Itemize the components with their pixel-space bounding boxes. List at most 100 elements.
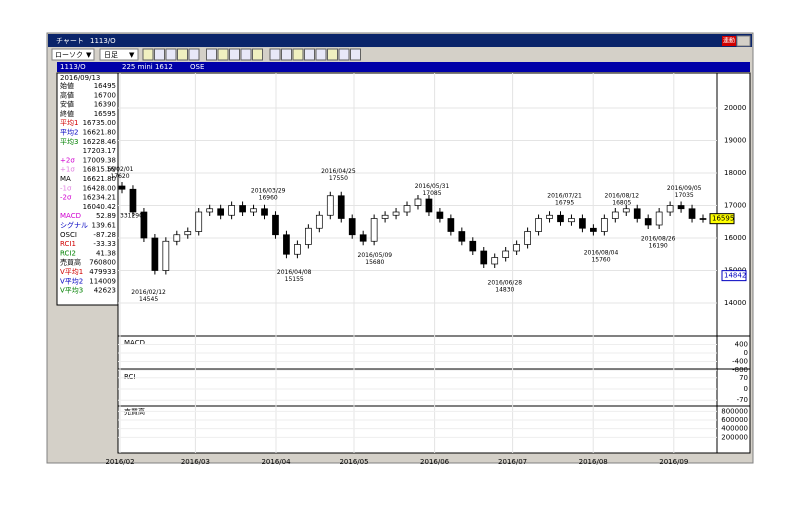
tool-button[interactable] bbox=[154, 48, 165, 61]
close-button[interactable] bbox=[736, 35, 751, 47]
info-label: V平均2 bbox=[60, 276, 83, 285]
title-bar bbox=[48, 34, 752, 47]
info-label: 終値 bbox=[60, 109, 74, 118]
info-label: -1σ bbox=[60, 184, 72, 192]
y-tick-label: -400 bbox=[732, 358, 748, 366]
tool-button[interactable] bbox=[229, 48, 240, 61]
header-code: 1113/O bbox=[60, 63, 86, 71]
y-tick-label: 19000 bbox=[724, 137, 746, 145]
tool-button[interactable] bbox=[281, 48, 292, 61]
candle bbox=[326, 195, 334, 216]
candle bbox=[513, 244, 520, 252]
tool-button[interactable] bbox=[315, 48, 327, 61]
info-value: 41.38 bbox=[96, 249, 116, 257]
candle bbox=[535, 218, 542, 232]
x-tick-label: 2016/05 bbox=[339, 458, 368, 466]
candle bbox=[228, 205, 235, 216]
candle bbox=[458, 231, 466, 242]
candle bbox=[261, 208, 268, 216]
info-label: 安値 bbox=[60, 100, 74, 109]
annotation-date: 2016/05/31 bbox=[415, 183, 450, 190]
chart-type-select[interactable] bbox=[51, 48, 95, 61]
tool-button[interactable] bbox=[177, 48, 188, 61]
candle bbox=[337, 195, 345, 219]
y-tick-label: 200000 bbox=[721, 433, 748, 441]
annotation-date: 2016/08/04 bbox=[584, 249, 619, 256]
candle bbox=[622, 208, 630, 213]
candle bbox=[568, 218, 575, 223]
dropdown-arrow: ▼ bbox=[86, 51, 92, 59]
tool-button[interactable] bbox=[206, 48, 217, 61]
link-label: 連動 bbox=[723, 37, 735, 45]
annotation-date: 16/02/01 bbox=[107, 166, 134, 173]
toolbar-icons bbox=[142, 48, 361, 61]
y-tick-label: 400 bbox=[735, 340, 748, 348]
annotation-date: 2016/08/26 bbox=[641, 235, 676, 242]
y-tick-label: 18000 bbox=[724, 169, 746, 177]
info-label: -2σ bbox=[60, 194, 72, 202]
x-tick-label: 2016/02 bbox=[105, 458, 134, 466]
annotation-date: 2016/05/09 bbox=[358, 252, 393, 259]
candle bbox=[173, 234, 181, 242]
candle bbox=[195, 211, 203, 232]
annotation-value: 16795 bbox=[555, 200, 574, 207]
info-label: MACD bbox=[60, 212, 81, 220]
tool-button[interactable] bbox=[350, 48, 361, 61]
info-value: -87.28 bbox=[93, 231, 116, 239]
annotation-value: 16960 bbox=[259, 194, 278, 201]
period: 日足 bbox=[104, 51, 118, 59]
candle bbox=[184, 231, 192, 236]
candle bbox=[579, 218, 586, 229]
info-value: -33.33 bbox=[93, 240, 116, 248]
tool-button[interactable] bbox=[304, 48, 315, 61]
tool-button[interactable] bbox=[142, 48, 154, 61]
candle bbox=[436, 211, 444, 219]
info-label: OSCI bbox=[60, 231, 77, 239]
info-value: 16390 bbox=[94, 101, 116, 109]
tool-button[interactable] bbox=[240, 48, 252, 61]
candle bbox=[557, 214, 564, 223]
info-value: 16234.21 bbox=[83, 194, 116, 202]
candle bbox=[414, 198, 422, 206]
period-select[interactable] bbox=[99, 48, 139, 61]
tool-button[interactable] bbox=[188, 48, 200, 61]
info-value: 479933 bbox=[89, 268, 116, 276]
candle bbox=[644, 218, 652, 226]
annotation-date: 2016/04/25 bbox=[321, 168, 356, 175]
candle bbox=[677, 205, 685, 210]
info-label: 始値 bbox=[60, 81, 74, 90]
candle bbox=[546, 214, 553, 219]
tool-button[interactable] bbox=[165, 48, 177, 61]
candle bbox=[381, 214, 389, 219]
tool-button[interactable] bbox=[252, 48, 263, 61]
info-value: 16700 bbox=[94, 91, 116, 99]
y-tick-label: 17000 bbox=[724, 202, 746, 210]
annotation-value: 14830 bbox=[495, 287, 514, 294]
link-button[interactable] bbox=[722, 36, 736, 46]
candle bbox=[633, 208, 641, 219]
info-label: MA bbox=[60, 175, 71, 183]
candle bbox=[524, 231, 531, 245]
info-value: 16621.80 bbox=[83, 129, 116, 137]
annotation-date: 2016/02/12 bbox=[131, 289, 166, 296]
tool-button[interactable] bbox=[327, 48, 338, 61]
tool-button[interactable] bbox=[338, 48, 350, 61]
info-label: +2σ bbox=[60, 156, 75, 164]
info-value: 16735.00 bbox=[83, 119, 116, 127]
tool-button[interactable] bbox=[269, 48, 281, 61]
window-title: チャート bbox=[56, 37, 84, 45]
candle bbox=[469, 240, 477, 252]
annotation-value: 15680 bbox=[365, 259, 384, 266]
tool-button[interactable] bbox=[292, 48, 304, 61]
tool-button[interactable] bbox=[217, 48, 229, 61]
candle bbox=[590, 227, 597, 232]
marker-price-tag bbox=[721, 270, 747, 282]
candle bbox=[425, 198, 433, 213]
x-tick-label: 2016/04 bbox=[261, 458, 291, 466]
annotation-date: 2016/07/21 bbox=[547, 193, 582, 200]
info-value: 16040.42 bbox=[83, 203, 116, 211]
last-price: 16595 bbox=[712, 215, 734, 223]
info-label: シグナル bbox=[60, 221, 88, 230]
y-tick-label: 70 bbox=[739, 374, 748, 382]
